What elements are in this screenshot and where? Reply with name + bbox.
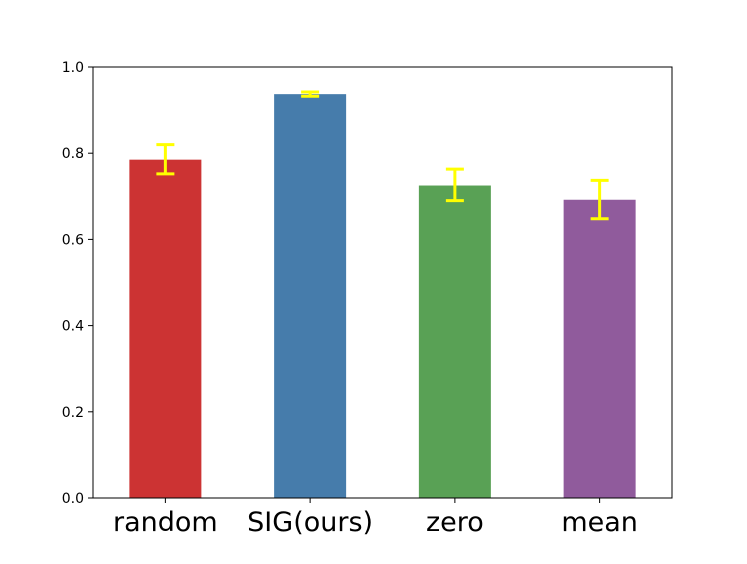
plot-frame xyxy=(92,66,673,499)
error-bar-2 xyxy=(445,167,464,203)
y-tick-label: 0.4 xyxy=(62,319,84,335)
error-bar-0 xyxy=(156,143,175,176)
x-tick-label: mean xyxy=(561,507,638,538)
x-tick-label: SIG(ours) xyxy=(247,507,373,538)
y-tick-label: 0.8 xyxy=(62,146,84,162)
bar-sig-ours xyxy=(274,94,347,498)
bar-random xyxy=(129,159,202,499)
y-tick-label: 1.0 xyxy=(62,60,84,76)
error-bar-3 xyxy=(590,178,609,221)
x-tick-label: random xyxy=(113,507,218,538)
x-tick-label: zero xyxy=(426,507,484,538)
bar-zero xyxy=(418,185,491,498)
y-tick-label: 0.2 xyxy=(62,405,84,421)
y-tick-label: 0.0 xyxy=(62,491,84,507)
y-tick-label: 0.6 xyxy=(62,232,84,248)
error-bar-1 xyxy=(301,90,320,98)
bar-mean xyxy=(563,199,636,499)
